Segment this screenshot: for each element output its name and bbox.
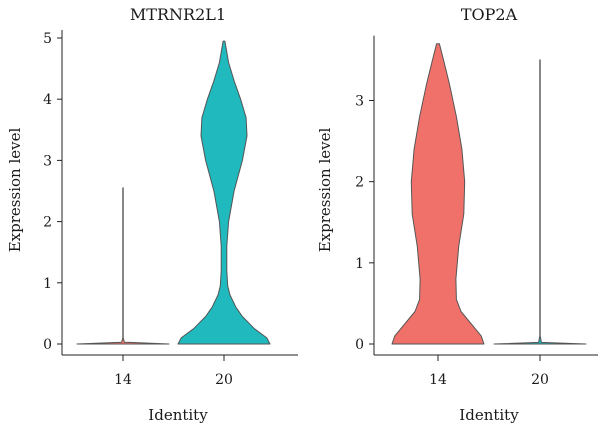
y-tick-label: 1 (355, 256, 364, 272)
x-axis-label: Identity (459, 406, 519, 424)
y-tick-label: 1 (43, 276, 52, 292)
violin-20 (493, 59, 587, 345)
y-tick-label: 3 (355, 94, 364, 110)
y-tick-label: 2 (355, 175, 364, 191)
y-axis-label: Expression level (6, 128, 24, 253)
chart-title: TOP2A (461, 5, 518, 24)
violin-14 (76, 187, 170, 345)
y-tick-label: 0 (43, 337, 52, 353)
panel-mtrnr2l1: MTRNR2L1 Identity Expression level 14 20… (6, 5, 298, 424)
chart-title: MTRNR2L1 (130, 5, 226, 24)
x-axis-label: Identity (148, 406, 208, 424)
y-tick-label: 5 (43, 31, 52, 47)
panel-top2a: TOP2A Identity Expression level 14 20 0 1… (316, 5, 598, 424)
y-tick-label: 0 (355, 337, 364, 353)
y-axis-label: Expression level (316, 128, 334, 253)
x-tick-label: 14 (114, 372, 132, 388)
x-tick-label: 20 (531, 372, 549, 388)
x-tick-label: 20 (215, 372, 233, 388)
violin-14 (391, 43, 485, 345)
y-tick-label: 4 (43, 92, 52, 108)
y-tick-label: 2 (43, 215, 52, 231)
y-tick-label: 3 (43, 153, 52, 169)
x-tick-label: 14 (429, 372, 447, 388)
violin-20 (177, 40, 271, 345)
